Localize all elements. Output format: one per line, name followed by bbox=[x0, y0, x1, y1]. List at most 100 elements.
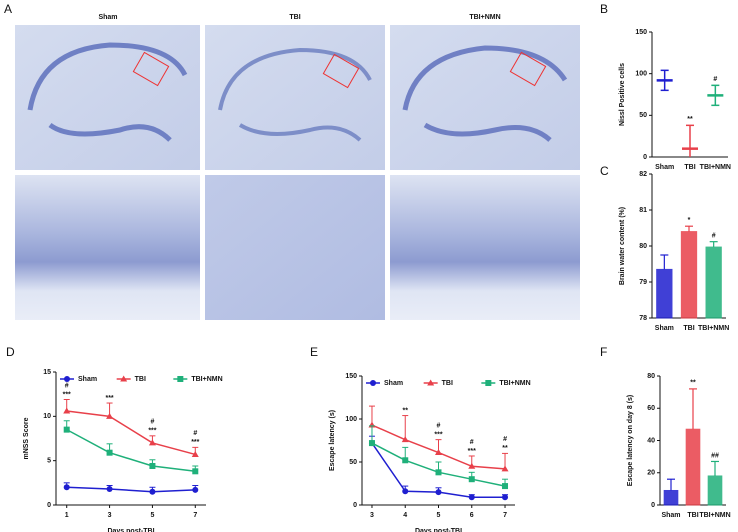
y-tick-label: 20 bbox=[647, 470, 655, 477]
marker bbox=[368, 440, 375, 447]
significance: ** bbox=[502, 445, 508, 452]
marker bbox=[401, 436, 409, 443]
marker bbox=[63, 484, 70, 491]
legend-label: TBI+NMN bbox=[191, 376, 222, 383]
marker bbox=[435, 449, 442, 456]
series-line bbox=[66, 486, 196, 493]
bar bbox=[685, 428, 701, 506]
hippocampus bbox=[27, 42, 188, 142]
significance: # bbox=[437, 422, 441, 429]
marker bbox=[468, 494, 475, 501]
marker bbox=[63, 407, 71, 414]
y-tick-label: 78 bbox=[639, 315, 647, 322]
significance: *** bbox=[434, 431, 442, 438]
legend-label: TBI bbox=[442, 380, 453, 387]
y-tick-label: 82 bbox=[639, 171, 647, 178]
bar bbox=[707, 475, 723, 506]
significance: # bbox=[712, 233, 716, 240]
significance: *** bbox=[63, 391, 71, 398]
significance: # bbox=[503, 436, 507, 443]
bar bbox=[663, 489, 679, 506]
bar bbox=[656, 268, 673, 319]
y-tick-label: 79 bbox=[639, 279, 647, 286]
marker bbox=[501, 465, 509, 472]
y-tick-label: 80 bbox=[647, 373, 655, 380]
y-tick-label: 40 bbox=[647, 437, 655, 444]
y-axis-label: Brain water content (%) bbox=[619, 207, 626, 285]
image bbox=[205, 25, 385, 170]
image bbox=[205, 175, 385, 320]
marker bbox=[148, 439, 156, 446]
marker bbox=[192, 486, 199, 493]
y-tick-label: 5 bbox=[47, 458, 51, 465]
hippocampus bbox=[402, 45, 568, 142]
significance: *** bbox=[148, 428, 156, 435]
micrographs bbox=[15, 25, 580, 320]
marker bbox=[502, 483, 509, 490]
x-tick-label: 4 bbox=[403, 512, 407, 519]
significance: *** bbox=[191, 439, 199, 446]
significance: * bbox=[688, 217, 691, 224]
legend-label: TBI+NMN bbox=[499, 380, 530, 387]
marker bbox=[63, 426, 70, 433]
x-tick-label: Sham bbox=[655, 164, 674, 171]
marker bbox=[435, 469, 442, 476]
roi-box bbox=[322, 53, 360, 89]
panel-label: A bbox=[4, 2, 12, 16]
bar bbox=[705, 246, 722, 319]
y-tick-label: 15 bbox=[43, 369, 51, 376]
marker bbox=[106, 486, 113, 493]
bar bbox=[680, 231, 698, 319]
x-axis-label: Days post-TBI bbox=[107, 528, 154, 532]
y-tick-label: 80 bbox=[639, 243, 647, 250]
column-label: Sham bbox=[98, 14, 117, 21]
x-tick-label: TBI bbox=[683, 325, 694, 332]
x-tick-label: TBI bbox=[687, 512, 698, 519]
x-tick-label: Sham bbox=[661, 512, 680, 519]
x-tick-label: Sham bbox=[655, 325, 674, 332]
panel-label: D bbox=[6, 345, 15, 359]
y-axis-label: mNSS Score bbox=[23, 417, 30, 459]
y-axis-label: Escape latency (s) bbox=[329, 410, 336, 471]
marker bbox=[191, 450, 199, 457]
marker bbox=[502, 494, 509, 501]
marker bbox=[402, 488, 409, 495]
column-label: TBI+NMN bbox=[469, 14, 500, 21]
marker bbox=[106, 412, 114, 419]
y-axis-label: Nissl Positive cells bbox=[619, 63, 626, 126]
marker bbox=[149, 462, 156, 469]
marker bbox=[192, 468, 199, 475]
image bbox=[15, 175, 200, 320]
x-tick-label: 5 bbox=[150, 512, 154, 519]
significance: *** bbox=[468, 448, 476, 455]
marker bbox=[149, 488, 156, 495]
x-tick-label: 3 bbox=[370, 512, 374, 519]
legend-label: TBI bbox=[135, 376, 146, 383]
legend-label: Sham bbox=[384, 380, 403, 387]
y-tick-label: 0 bbox=[353, 502, 357, 509]
roi-box bbox=[509, 51, 547, 87]
legend-marker bbox=[64, 376, 70, 382]
significance: # bbox=[713, 76, 717, 83]
x-tick-label: TBI+NMN bbox=[698, 325, 729, 332]
significance: # bbox=[65, 382, 69, 389]
y-tick-label: 60 bbox=[647, 405, 655, 412]
x-tick-label: 7 bbox=[193, 512, 197, 519]
y-tick-label: 100 bbox=[345, 416, 357, 423]
y-tick-label: 0 bbox=[47, 502, 51, 509]
y-tick-label: 150 bbox=[345, 373, 357, 380]
x-tick-label: 1 bbox=[65, 512, 69, 519]
significance: # bbox=[150, 419, 154, 426]
x-tick-label: TBI+NMN bbox=[700, 164, 731, 171]
hippocampus bbox=[218, 47, 372, 142]
legend-marker bbox=[120, 375, 128, 382]
marker bbox=[435, 489, 442, 496]
series-line bbox=[66, 410, 196, 456]
significance: *** bbox=[105, 395, 113, 402]
y-tick-label: 0 bbox=[651, 502, 655, 509]
legend-marker bbox=[427, 379, 435, 386]
y-tick-label: 50 bbox=[639, 112, 647, 119]
significance: # bbox=[193, 430, 197, 437]
significance: # bbox=[470, 439, 474, 446]
